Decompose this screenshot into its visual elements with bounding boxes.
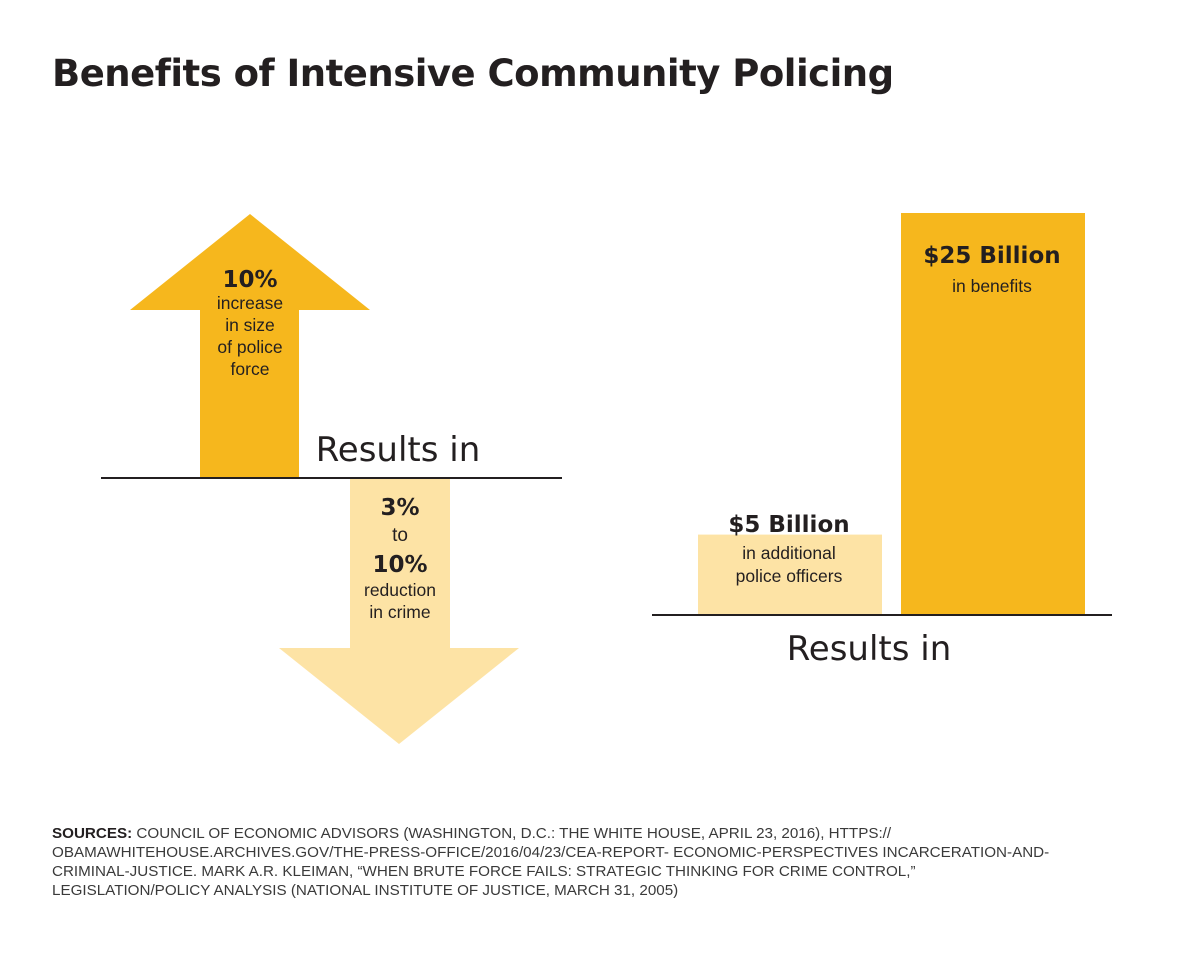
- sources-label: SOURCES:: [52, 825, 133, 842]
- up-arrow-label-line: of police: [217, 337, 282, 357]
- up-arrow-label-line: in size: [225, 315, 275, 335]
- right-panel: $5 Billion in additional police officers…: [652, 213, 1112, 669]
- down-arrow-value-high: 10%: [372, 552, 427, 578]
- bar-cost-amount: $5 Billion: [728, 512, 849, 538]
- sources-text: COUNCIL OF ECONOMIC ADVISORS (WASHINGTON…: [52, 825, 1050, 899]
- page-title: Benefits of Intensive Community Policing: [52, 52, 894, 95]
- results-in-label-right: Results in: [787, 629, 952, 669]
- up-arrow-label-line: force: [231, 359, 270, 379]
- bar-benefits-label-line: in benefits: [952, 276, 1032, 296]
- sources-note: SOURCES: COUNCIL OF ECONOMIC ADVISORS (W…: [52, 824, 1062, 900]
- bar-cost-label-line: in additional: [742, 543, 835, 563]
- down-arrow-to: to: [392, 525, 408, 546]
- up-arrow-label-line: increase: [217, 293, 283, 313]
- up-arrow: [130, 214, 370, 478]
- bar-benefits-amount: $25 Billion: [923, 243, 1060, 269]
- down-arrow-label-line: in crime: [369, 602, 430, 622]
- results-in-label-left: Results in: [316, 430, 481, 470]
- bar-cost: [698, 534, 882, 615]
- bar-cost-label-line: police officers: [736, 566, 843, 586]
- bar-benefits: [901, 213, 1085, 615]
- down-arrow-label-line: reduction: [364, 580, 436, 600]
- up-arrow-value: 10%: [222, 267, 277, 293]
- down-arrow-value-low: 3%: [380, 495, 419, 521]
- left-panel: 10% increase in size of police force Res…: [101, 214, 562, 744]
- down-arrow: [279, 479, 519, 744]
